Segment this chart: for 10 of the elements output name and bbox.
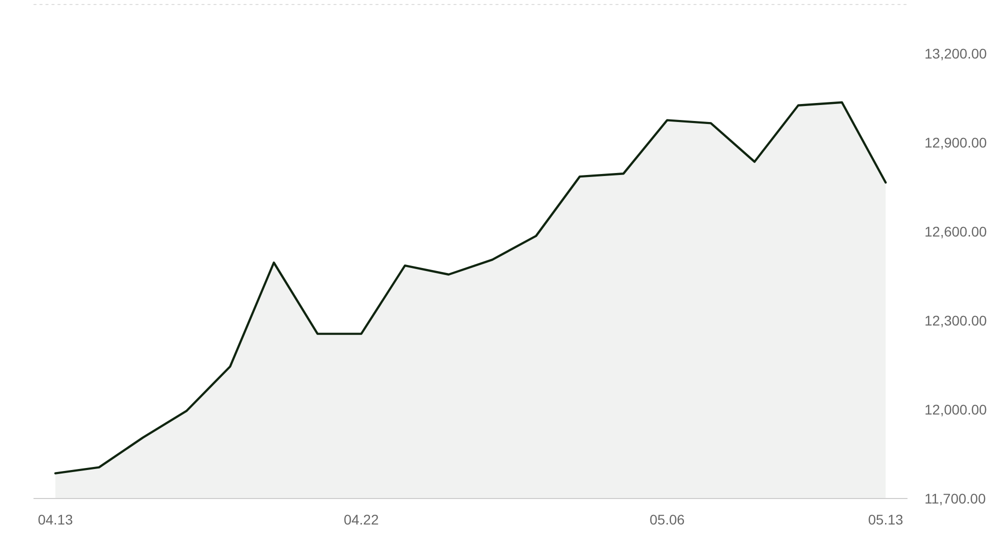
x-tick-label: 04.22 [344, 512, 379, 528]
y-tick-label: 12,600.00 [924, 223, 987, 240]
y-tick-label: 12,300.00 [924, 312, 987, 328]
x-tick-label: 05.13 [868, 512, 904, 528]
y-tick-label: 11,700.00 [924, 490, 986, 506]
y-tick-label: 12,900.00 [924, 134, 987, 150]
x-tick-label: 04.13 [38, 512, 74, 528]
x-tick-label: 05.06 [650, 512, 685, 528]
y-tick-label: 12,000.00 [924, 401, 987, 418]
y-tick-label: 13,200.00 [924, 45, 987, 62]
